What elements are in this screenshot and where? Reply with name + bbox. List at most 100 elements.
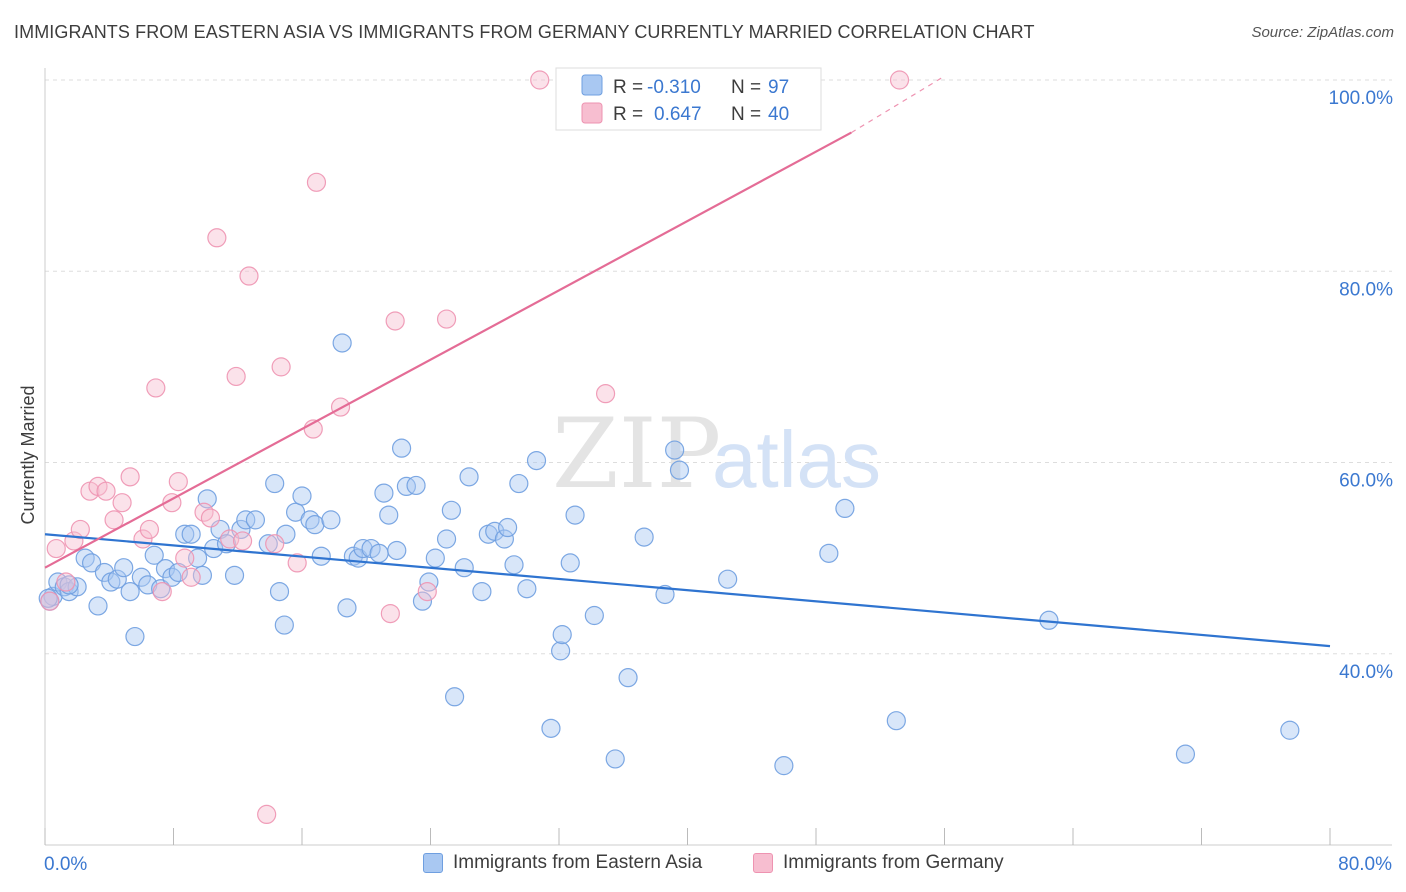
eastern-asia-point-38 <box>274 615 294 635</box>
germany-point-7 <box>96 481 116 501</box>
stats-n-label-blue: N = <box>731 77 761 98</box>
eastern-asia-point-21 <box>168 562 188 583</box>
germany-point-16 <box>168 472 188 492</box>
eastern-asia-point-91 <box>886 711 906 731</box>
eastern-asia-point-78 <box>560 553 580 573</box>
stats-swatch-blue <box>581 74 603 96</box>
eastern-asia-point-51 <box>369 543 389 563</box>
eastern-asia-point-23 <box>181 524 201 544</box>
legend-label-germany: Immigrants from Germany <box>783 852 1004 873</box>
eastern-asia-point-30 <box>224 565 245 585</box>
stats-r-value-blue: -0.310 <box>647 77 701 98</box>
legend-item-germany[interactable]: Immigrants from Germany <box>753 852 1004 874</box>
eastern-asia-point-22 <box>175 524 195 544</box>
eastern-asia-point-89 <box>819 543 839 563</box>
eastern-asia-point-71 <box>504 555 524 575</box>
eastern-asia-point-94 <box>1280 720 1300 740</box>
germany-point-38 <box>595 384 616 404</box>
germany-point-20 <box>200 508 221 528</box>
eastern-asia-point-53 <box>379 505 399 525</box>
eastern-asia-point-90 <box>835 498 855 518</box>
eastern-asia-point-17 <box>144 545 164 565</box>
legend-label-eastern-asia: Immigrants from Eastern Asia <box>453 852 703 873</box>
eastern-asia-point-64 <box>454 558 474 578</box>
eastern-asia-point-70 <box>498 517 518 538</box>
eastern-asia-point-61 <box>436 529 457 549</box>
x-tick-label-min: 0.0% <box>44 854 87 875</box>
stats-legend: R = -0.310 N = 97 R = 0.647 N = 40 <box>555 67 822 131</box>
eastern-asia-point-32 <box>236 510 256 530</box>
germany-point-0 <box>40 591 60 611</box>
eastern-asia-point-83 <box>634 527 654 547</box>
eastern-asia-point-74 <box>526 450 547 471</box>
x-tick-label-max: 80.0% <box>1338 854 1392 875</box>
y-tick-label-80: 80.0% <box>1339 279 1393 300</box>
germany-point-29 <box>287 553 307 573</box>
trend-lines <box>44 77 1331 648</box>
eastern-asia-point-42 <box>305 515 325 535</box>
eastern-asia-point-12 <box>114 558 134 578</box>
eastern-asia-point-82 <box>618 668 638 688</box>
germany-point-33 <box>380 603 400 624</box>
eastern-asia-point-13 <box>120 581 140 602</box>
eastern-asia-point-62 <box>441 500 461 520</box>
germany-point-1 <box>46 538 66 559</box>
germany-point-12 <box>139 519 160 540</box>
eastern-asia-point-80 <box>584 605 604 626</box>
eastern-asia-point-11 <box>107 569 127 589</box>
eastern-asia-point-69 <box>494 529 514 549</box>
series-eastern-asia-points <box>38 333 1300 776</box>
germany-point-23 <box>226 366 246 387</box>
germany-point-15 <box>162 493 182 513</box>
germany-point-4 <box>70 519 90 540</box>
eastern-asia-point-84 <box>655 584 675 605</box>
eastern-asia-point-54 <box>387 540 407 561</box>
stats-n-label-pink: N = <box>731 104 761 125</box>
watermark: ZIP atlas <box>552 398 881 510</box>
germany-point-26 <box>257 804 277 825</box>
germany-point-21 <box>207 228 227 248</box>
eastern-asia-point-35 <box>265 473 285 494</box>
axes <box>44 68 1392 846</box>
germany-point-35 <box>417 581 437 602</box>
eastern-asia-point-36 <box>269 581 290 602</box>
eastern-asia-point-15 <box>131 567 151 587</box>
eastern-asia-point-33 <box>245 510 266 530</box>
germany-point-18 <box>181 567 201 587</box>
eastern-asia-point-65 <box>459 467 479 487</box>
germany-point-27 <box>265 534 285 554</box>
legend-item-eastern-asia[interactable]: Immigrants from Eastern Asia <box>423 852 702 874</box>
watermark-zip: ZIP <box>552 398 721 510</box>
chart-title: IMMIGRANTS FROM EASTERN ASIA VS IMMIGRAN… <box>14 22 1035 42</box>
eastern-asia-point-75 <box>541 718 561 738</box>
eastern-asia-point-45 <box>332 333 352 353</box>
trendline-germany-extension <box>851 77 942 134</box>
source-label: Source: ZipAtlas.com <box>1251 24 1394 41</box>
eastern-asia-point-85 <box>665 440 685 460</box>
germany-point-14 <box>152 581 172 602</box>
stats-r-label-pink: R = <box>613 104 643 125</box>
eastern-asia-point-86 <box>669 460 690 480</box>
y-tick-label-100: 100.0% <box>1329 88 1394 109</box>
y-tick-label-40: 40.0% <box>1339 662 1393 683</box>
germany-point-10 <box>120 467 140 487</box>
eastern-asia-point-63 <box>444 687 465 707</box>
eastern-asia-point-56 <box>396 476 417 497</box>
legend-swatch-blue <box>423 853 443 873</box>
eastern-asia-point-14 <box>125 626 145 647</box>
eastern-asia-point-60 <box>425 548 445 568</box>
eastern-asia-point-73 <box>517 579 537 599</box>
germany-point-13 <box>146 378 166 398</box>
eastern-asia-point-76 <box>551 641 571 661</box>
germany-point-39 <box>889 70 910 90</box>
eastern-asia-point-44 <box>321 510 341 530</box>
germany-point-2 <box>56 572 76 592</box>
germany-point-8 <box>104 510 124 530</box>
trendline-eastern-asia <box>44 533 1331 648</box>
stats-n-value-pink: 40 <box>768 104 789 125</box>
eastern-asia-point-55 <box>391 438 412 458</box>
eastern-asia-point-7 <box>81 553 102 573</box>
germany-point-24 <box>232 531 253 551</box>
eastern-asia-point-8 <box>88 596 108 616</box>
